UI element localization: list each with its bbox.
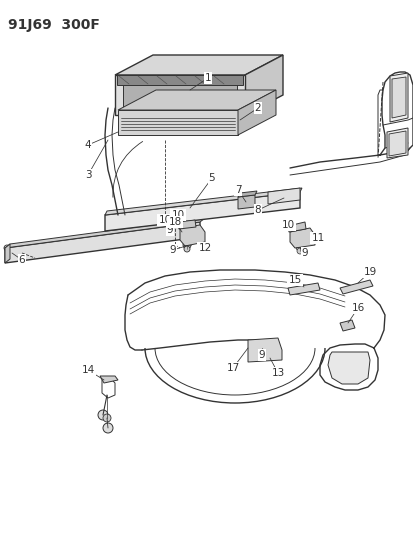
Polygon shape [118, 110, 237, 135]
Circle shape [266, 347, 273, 355]
Circle shape [56, 244, 64, 252]
Circle shape [176, 228, 183, 236]
Polygon shape [115, 55, 282, 75]
Circle shape [183, 241, 190, 249]
Polygon shape [289, 228, 314, 248]
Text: 9: 9 [166, 225, 173, 235]
Text: 12: 12 [198, 243, 211, 253]
Polygon shape [178, 220, 195, 229]
Polygon shape [5, 222, 199, 263]
Circle shape [86, 240, 94, 248]
Text: 10: 10 [158, 215, 171, 225]
Text: 9: 9 [169, 245, 176, 255]
Polygon shape [180, 225, 204, 246]
Circle shape [103, 423, 113, 433]
Text: 10: 10 [171, 210, 184, 220]
Text: 10: 10 [281, 220, 294, 230]
Circle shape [245, 202, 254, 210]
Polygon shape [287, 283, 319, 295]
Text: 6: 6 [19, 255, 25, 265]
Circle shape [26, 248, 34, 256]
Circle shape [295, 243, 303, 251]
Circle shape [146, 232, 154, 240]
Text: 16: 16 [351, 303, 364, 313]
Text: 7: 7 [234, 185, 241, 195]
Polygon shape [237, 90, 275, 135]
Text: 19: 19 [363, 267, 376, 277]
Polygon shape [388, 131, 405, 156]
Text: 5: 5 [208, 173, 215, 183]
Circle shape [280, 193, 286, 199]
Polygon shape [123, 83, 236, 107]
Polygon shape [237, 195, 254, 209]
Circle shape [216, 205, 223, 213]
Circle shape [296, 248, 302, 254]
Text: 9: 9 [258, 350, 265, 360]
Text: 15: 15 [288, 275, 301, 285]
Polygon shape [339, 320, 354, 331]
Polygon shape [391, 77, 405, 118]
Circle shape [116, 236, 124, 244]
Polygon shape [339, 280, 372, 294]
Polygon shape [105, 188, 301, 215]
Text: 2: 2 [254, 103, 261, 113]
Text: 11: 11 [311, 233, 324, 243]
Polygon shape [118, 90, 275, 110]
Text: 91J69  300F: 91J69 300F [8, 18, 100, 32]
Text: 1: 1 [204, 73, 211, 83]
Text: 8: 8 [254, 205, 261, 215]
Polygon shape [247, 338, 281, 362]
Polygon shape [5, 244, 10, 263]
Circle shape [103, 414, 111, 422]
Text: 4: 4 [85, 140, 91, 150]
Text: 9: 9 [301, 248, 308, 258]
Polygon shape [327, 352, 369, 384]
Text: 3: 3 [85, 170, 91, 180]
Polygon shape [115, 75, 244, 115]
Polygon shape [105, 192, 299, 231]
Polygon shape [100, 376, 118, 383]
Polygon shape [237, 191, 256, 197]
Polygon shape [244, 55, 282, 115]
Polygon shape [287, 222, 305, 232]
Polygon shape [117, 75, 242, 85]
Circle shape [343, 322, 349, 328]
FancyArrowPatch shape [113, 141, 142, 197]
Circle shape [254, 348, 261, 356]
Circle shape [156, 213, 164, 221]
Text: 14: 14 [81, 365, 95, 375]
Circle shape [4, 245, 10, 251]
Circle shape [271, 199, 278, 207]
Circle shape [183, 246, 190, 252]
Polygon shape [389, 73, 407, 122]
Polygon shape [386, 128, 407, 158]
Polygon shape [267, 188, 299, 204]
Circle shape [126, 216, 134, 224]
Polygon shape [5, 218, 204, 248]
Text: 17: 17 [226, 363, 239, 373]
Text: 18: 18 [168, 217, 181, 227]
Circle shape [185, 209, 194, 217]
Text: 13: 13 [271, 368, 284, 378]
Circle shape [98, 410, 108, 420]
